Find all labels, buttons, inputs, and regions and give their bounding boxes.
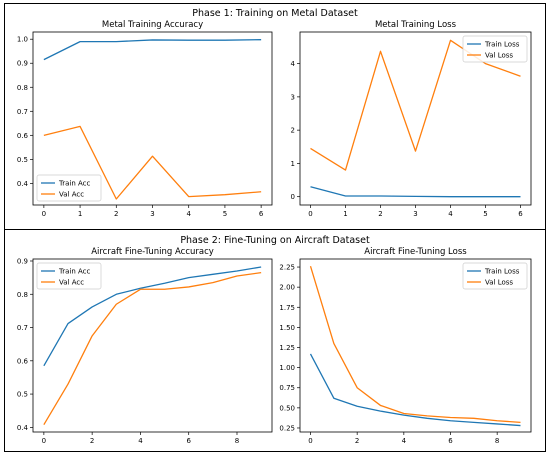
metal-loss-xtick-label-2: 2 [378, 210, 382, 218]
aircraft-loss-series-train-line [309, 353, 521, 427]
metal-loss-title: Metal Training Loss [375, 20, 457, 30]
aircraft-loss-xtick-label-1: 2 [355, 437, 359, 445]
aircraft-loss-ytick-label-2: 0.75 [279, 384, 295, 392]
metal-loss-ytick-label-2: 2 [291, 127, 295, 135]
metal-acc-xtick-label-5: 5 [223, 210, 227, 218]
metal-loss-xtick-label-6: 6 [518, 210, 523, 218]
metal-acc-series-val-line [43, 125, 262, 200]
aircraft-acc-ytick-label-0: 0.4 [17, 424, 29, 432]
aircraft-loss-xtick-label-3: 6 [448, 437, 453, 445]
aircraft-acc-legend: Train Acc Val Acc [36, 262, 102, 290]
phase2-title: Phase 2: Fine-Tuning on Aircraft Dataset [180, 235, 370, 246]
aircraft-loss-ytick-label-5: 1.50 [279, 324, 295, 332]
metal-loss-xtick-label-1: 1 [343, 210, 347, 218]
metal-acc-ytick-label-1: 0.5 [17, 156, 28, 164]
aircraft-acc-title: Aircraft Fine-Tuning Accuracy [91, 247, 214, 257]
metal-acc-chart: Metal Training Accuracy 0 1 2 3 4 5 6 0.4 0.5 0.6 0… [17, 20, 273, 218]
metal-acc-xtick-label-2: 2 [114, 210, 118, 218]
metal-acc-xtick-label-4: 4 [186, 210, 191, 218]
metal-loss-ytick-label-0: 0 [291, 193, 295, 201]
aircraft-acc-chart: Aircraft Fine-Tuning Accuracy 0 2 4 6 8 0.4 0.5… [17, 247, 273, 445]
metal-acc-ytick-label-0: 0.4 [17, 180, 29, 188]
aircraft-loss-legend-label-0: Train Loss [484, 268, 520, 276]
aircraft-loss-chart: Aircraft Fine-Tuning Loss 0 2 4 6 8 0.25 0.50 0.… [279, 247, 532, 445]
aircraft-loss-ytick-label-1: 0.50 [279, 404, 295, 412]
aircraft-loss-title: Aircraft Fine-Tuning Loss [364, 247, 467, 257]
figure-frame [4, 3, 546, 452]
metal-loss-series-val-line [310, 39, 521, 171]
metal-loss-legend-label-0: Train Loss [484, 41, 520, 49]
aircraft-acc-xtick-label-3: 6 [186, 437, 191, 445]
aircraft-loss-axes [299, 258, 532, 433]
aircraft-acc-ytick-label-1: 0.5 [17, 391, 28, 399]
metal-loss-xtick-label-5: 5 [483, 210, 487, 218]
metal-acc-legend: Train Acc Val Acc [36, 174, 102, 202]
metal-acc-ytick-label-6: 1.0 [17, 36, 28, 44]
aircraft-acc-xtick-label-4: 8 [235, 437, 239, 445]
metal-acc-xtick-label-1: 1 [78, 210, 82, 218]
aircraft-acc-series-val-line [43, 271, 262, 426]
metal-acc-ytick-label-3: 0.7 [17, 108, 28, 116]
aircraft-loss-ytick-label-0: 0.25 [279, 424, 295, 432]
aircraft-loss-legend: Train Loss Val Loss [462, 262, 528, 290]
metal-loss-ytick-label-1: 1 [291, 160, 295, 168]
aircraft-acc-axes [32, 258, 273, 433]
aircraft-loss-ytick-label-3: 1.00 [279, 364, 295, 372]
aircraft-loss-xtick-label-0: 0 [308, 437, 312, 445]
aircraft-loss-xtick-label-2: 4 [402, 437, 407, 445]
metal-acc-ytick-label-5: 0.9 [17, 60, 28, 68]
metal-acc-xtick-label-3: 3 [150, 210, 154, 218]
metal-loss-xtick-label-3: 3 [413, 210, 417, 218]
metal-loss-ytick-label-4: 4 [291, 60, 296, 68]
aircraft-acc-xtick-label-1: 2 [90, 437, 94, 445]
aircraft-acc-xtick-label-0: 0 [42, 437, 46, 445]
aircraft-loss-series-val-line [309, 266, 521, 423]
aircraft-acc-ytick-label-2: 0.6 [17, 357, 29, 365]
metal-acc-xtick-label-0: 0 [42, 210, 46, 218]
aircraft-acc-legend-label-1: Val Acc [59, 279, 84, 287]
aircraft-loss-legend-label-1: Val Loss [485, 279, 513, 287]
metal-acc-ytick-label-4: 0.8 [17, 84, 28, 92]
aircraft-loss-ytick-label-4: 1.25 [279, 344, 295, 352]
metal-acc-legend-label-0: Train Acc [58, 180, 91, 188]
phase1-title: Phase 1: Training on Metal Dataset [192, 8, 358, 19]
metal-loss-ytick-label-3: 3 [291, 93, 295, 101]
aircraft-acc-ytick-label-3: 0.7 [17, 324, 28, 332]
metal-acc-title: Metal Training Accuracy [102, 20, 203, 30]
aircraft-acc-ytick-label-4: 0.8 [17, 291, 28, 299]
metal-acc-ytick-label-2: 0.6 [17, 132, 29, 140]
metal-loss-xtick-label-4: 4 [448, 210, 453, 218]
metal-loss-legend: Train Loss Val Loss [462, 35, 528, 63]
metal-loss-series-train-line [310, 186, 521, 198]
aircraft-loss-ytick-label-6: 1.75 [279, 304, 295, 312]
metal-acc-xtick-label-6: 6 [259, 210, 264, 218]
aircraft-loss-xtick-label-4: 8 [495, 437, 499, 445]
aircraft-loss-ytick-label-7: 2.00 [279, 284, 295, 292]
aircraft-acc-legend-label-0: Train Acc [58, 268, 91, 276]
metal-acc-series-train-line [43, 39, 262, 61]
metal-loss-xtick-label-0: 0 [308, 210, 312, 218]
aircraft-loss-ytick-label-8: 2.25 [279, 264, 295, 272]
metal-loss-chart: Metal Training Loss 0 1 2 3 4 5 6 0 1 2 3 4 Train Los… [291, 20, 532, 218]
metal-loss-legend-label-1: Val Loss [485, 52, 513, 60]
phase-separator [4, 229, 546, 230]
aircraft-acc-xtick-label-2: 4 [138, 437, 143, 445]
metal-acc-legend-label-1: Val Acc [59, 191, 84, 199]
aircraft-acc-series-train-line [43, 266, 262, 367]
aircraft-acc-ytick-label-5: 0.9 [17, 257, 28, 265]
